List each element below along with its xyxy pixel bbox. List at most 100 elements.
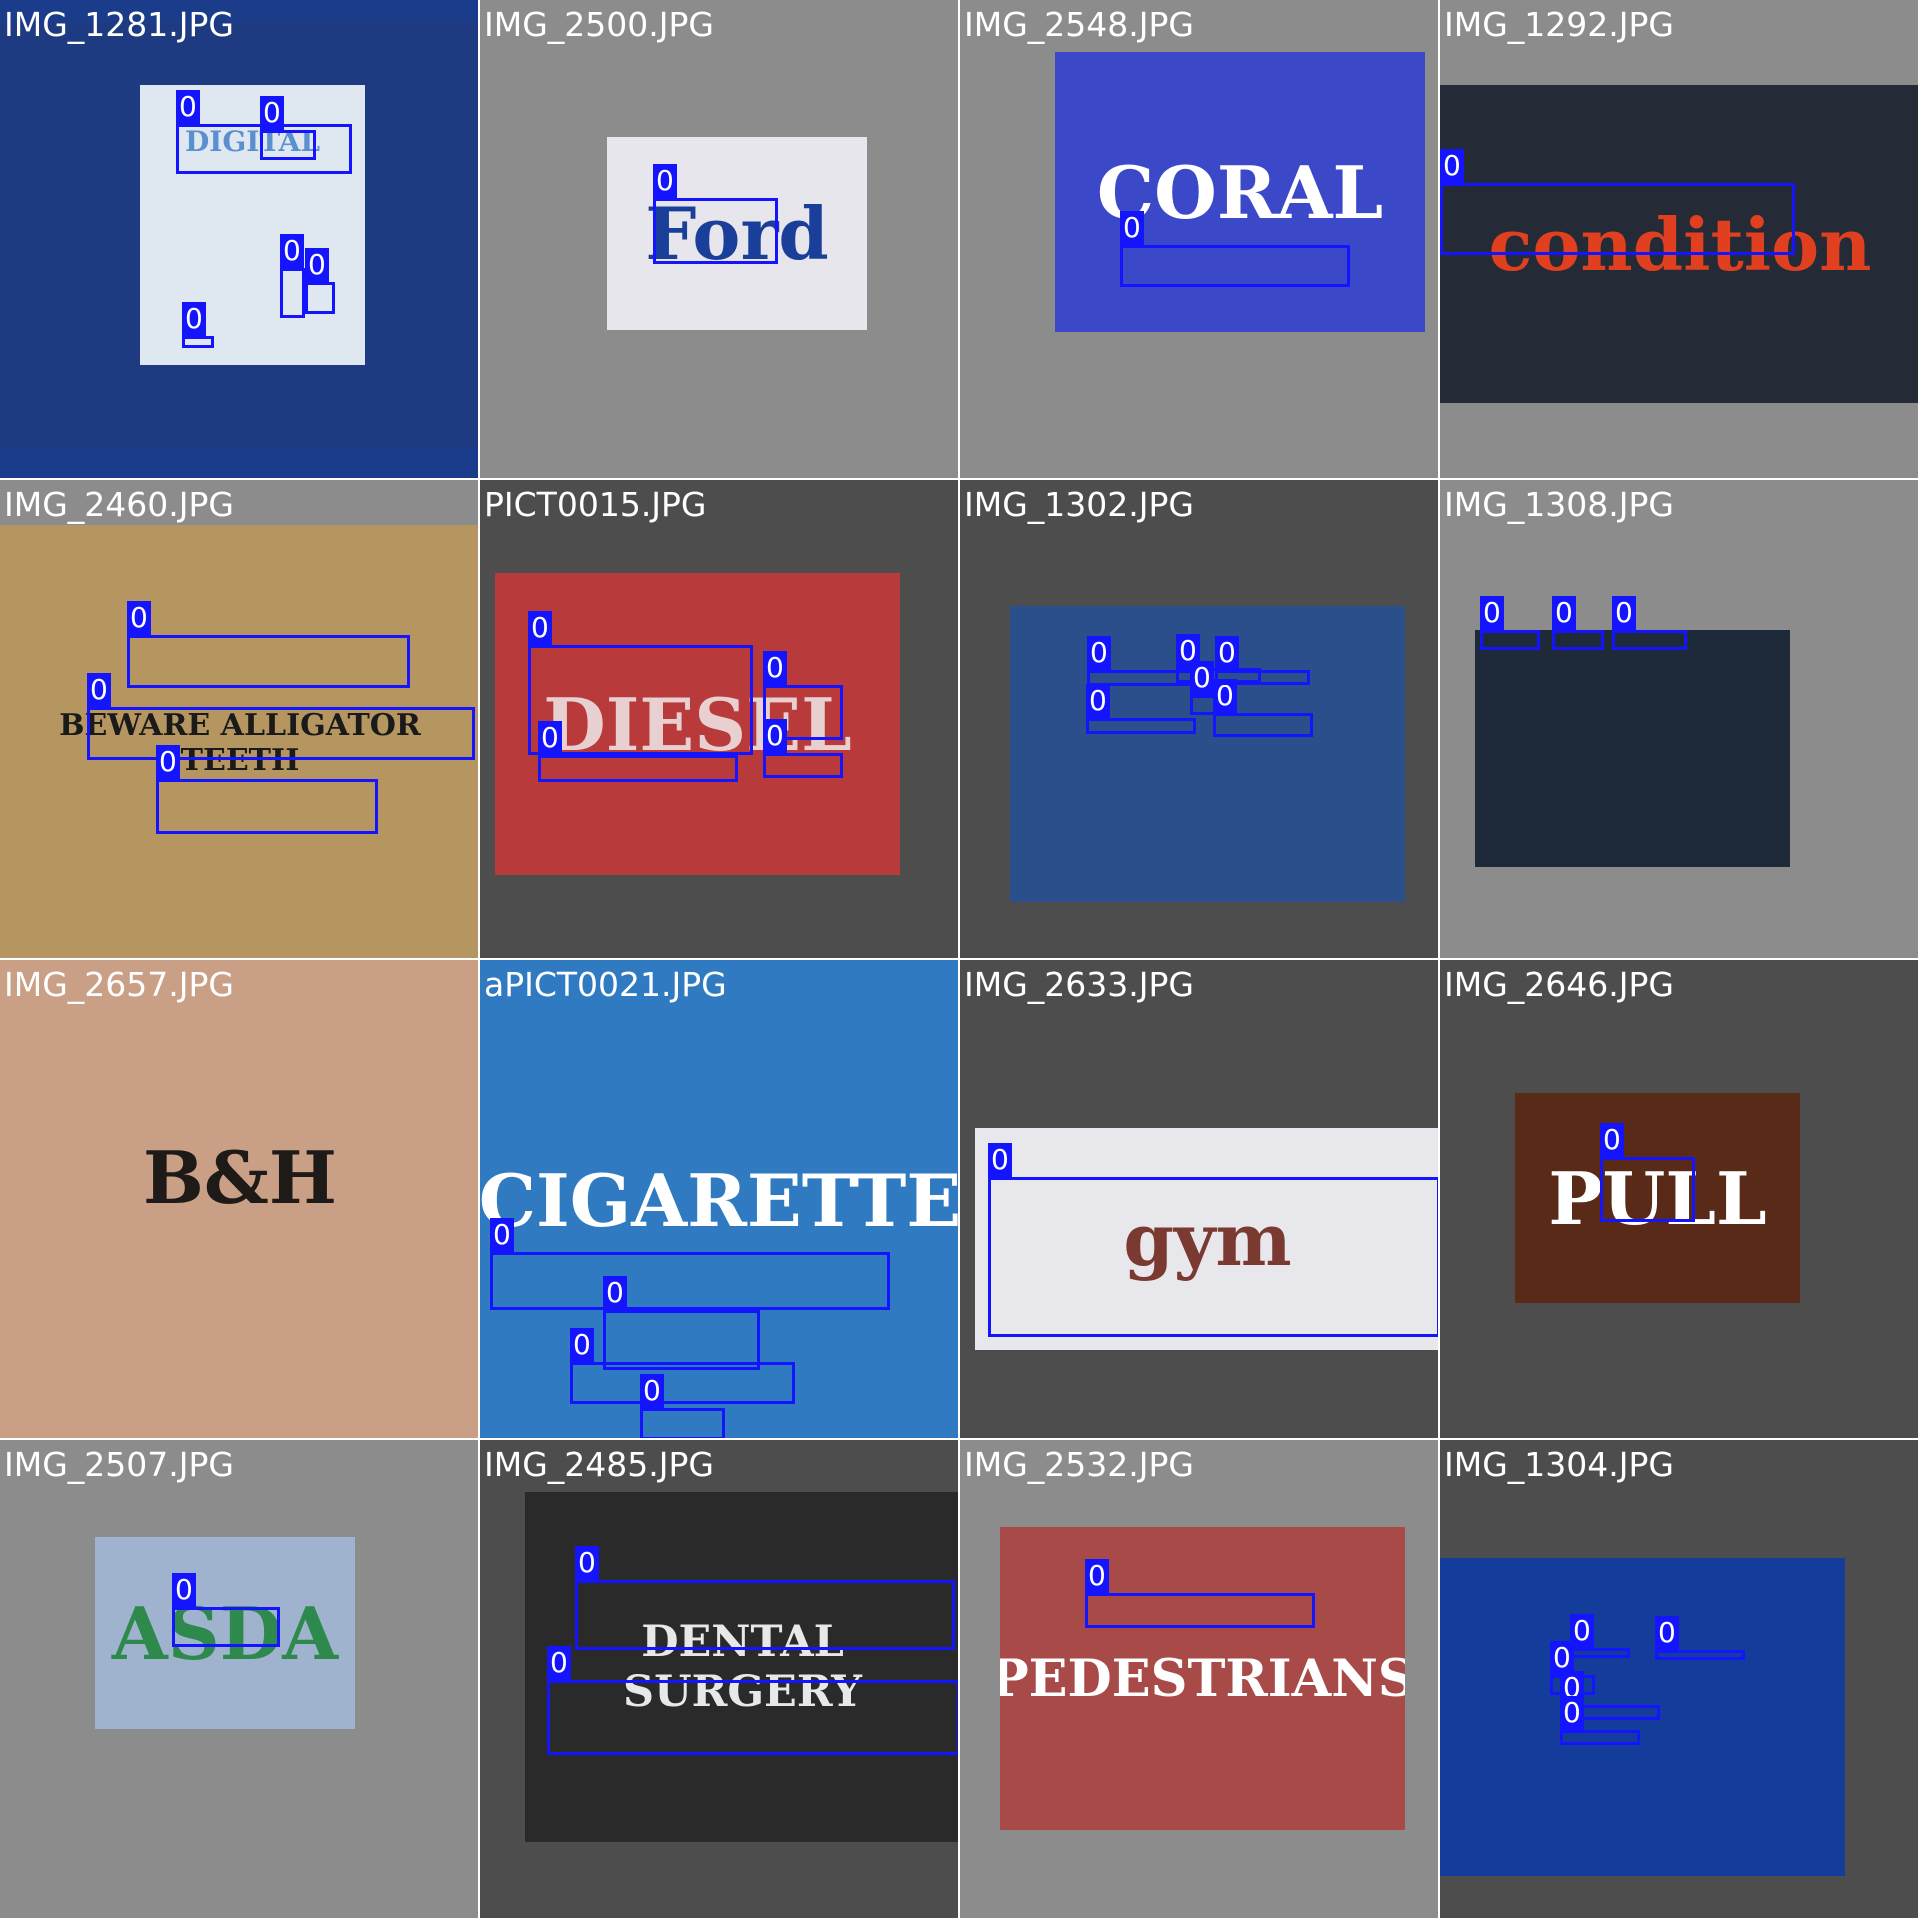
file-name-label: IMG_2633.JPG xyxy=(964,965,1194,1004)
detection-box xyxy=(490,1252,890,1310)
image-tile: condition 0 IMG_1292.JPG xyxy=(1440,0,1918,478)
detection-label: 0 xyxy=(127,601,151,635)
image-tile: CORAL 0 IMG_2548.JPG xyxy=(960,0,1438,478)
detection-label: 0 xyxy=(640,1374,664,1408)
image-tile: BEWARE ALLIGATOR TEETH 0 0 0 IMG_2460.JPG xyxy=(0,480,478,958)
detection-box xyxy=(538,755,738,782)
file-name-label: IMG_1302.JPG xyxy=(964,485,1194,524)
detection-label: 0 xyxy=(156,745,180,779)
detection-box xyxy=(640,1408,725,1438)
detection-label: 0 xyxy=(1480,596,1504,630)
detection-box xyxy=(528,645,753,755)
file-name-label: PICT0015.JPG xyxy=(484,485,707,524)
detection-label: 0 xyxy=(1176,634,1200,668)
file-name-label: IMG_1308.JPG xyxy=(1444,485,1674,524)
photo: CORAL xyxy=(1055,52,1425,332)
detection-box xyxy=(1552,630,1604,650)
photo-text: PULL xyxy=(1548,1155,1767,1241)
detection-box xyxy=(156,779,378,834)
detection-box xyxy=(575,1580,955,1650)
photo: BEWARE ALLIGATOR TEETH xyxy=(0,525,478,958)
photo: condition xyxy=(1440,85,1918,403)
image-tile: B&H IMG_2657.JPG xyxy=(0,960,478,1438)
detection-label: 0 xyxy=(763,719,787,753)
detection-label: 0 xyxy=(575,1546,599,1580)
image-tile: DENTAL SURGERY 0 0 IMG_2485.JPG xyxy=(480,1440,958,1918)
photo: gym xyxy=(975,1128,1438,1350)
file-name-label: IMG_1281.JPG xyxy=(4,5,234,44)
image-tile: Ford 0 IMG_2500.JPG xyxy=(480,0,958,478)
image-tile: PEDESTRIANS 0 IMG_2532.JPG xyxy=(960,1440,1438,1918)
image-tile: CIGARETTE 0 0 0 0 aPICT0021.JPG xyxy=(480,960,958,1438)
detection-box xyxy=(988,1177,1438,1337)
photo: DIESEL xyxy=(495,573,900,875)
file-name-label: IMG_2532.JPG xyxy=(964,1445,1194,1484)
file-name-label: IMG_2646.JPG xyxy=(1444,965,1674,1004)
file-name-label: IMG_1304.JPG xyxy=(1444,1445,1674,1484)
photo-text: ASDA xyxy=(111,1590,339,1676)
detection-box xyxy=(1215,670,1310,685)
file-name-label: IMG_2500.JPG xyxy=(484,5,714,44)
detection-label: 0 xyxy=(1190,661,1214,695)
detection-label: 0 xyxy=(172,1573,196,1607)
detection-label: 0 xyxy=(1215,636,1239,670)
image-tile: 0 0 0 0 0 0 IMG_1302.JPG xyxy=(960,480,1438,958)
detection-label: 0 xyxy=(176,90,200,124)
photo: Ford xyxy=(607,137,867,330)
detection-box xyxy=(763,685,843,740)
photo: B&H xyxy=(0,960,478,1395)
detection-box xyxy=(570,1362,795,1404)
detection-label: 0 xyxy=(1120,211,1144,245)
detection-label: 0 xyxy=(87,673,111,707)
image-tile: ASDA 0 IMG_2507.JPG xyxy=(0,1440,478,1918)
detection-label: 0 xyxy=(988,1143,1012,1177)
detection-label: 0 xyxy=(1600,1123,1624,1157)
detection-label: 0 xyxy=(182,302,206,336)
photo xyxy=(1475,630,1790,867)
detection-box xyxy=(1086,718,1196,734)
detection-label: 0 xyxy=(1087,636,1111,670)
photo: PULL xyxy=(1515,1093,1800,1303)
photo: ASDA xyxy=(95,1537,355,1729)
photo: CIGARETTE xyxy=(480,960,958,1438)
detection-box xyxy=(603,1310,760,1370)
photo-text: B&H xyxy=(143,1135,337,1220)
detection-box xyxy=(172,1607,280,1647)
detection-box xyxy=(182,336,214,348)
detection-label: 0 xyxy=(538,721,562,755)
detection-box xyxy=(1570,1648,1630,1658)
image-tile: 0 0 0 IMG_1308.JPG xyxy=(1440,480,1918,958)
detection-box xyxy=(1480,630,1540,650)
detection-box xyxy=(1120,245,1350,287)
image-tile: gym 0 IMG_2633.JPG xyxy=(960,960,1438,1438)
detection-label: 0 xyxy=(1655,1616,1679,1650)
file-name-label: IMG_2460.JPG xyxy=(4,485,234,524)
file-name-label: IMG_2507.JPG xyxy=(4,1445,234,1484)
photo-text: condition xyxy=(1488,201,1872,287)
detection-box xyxy=(87,707,475,760)
detection-label: 0 xyxy=(763,651,787,685)
detection-label: 0 xyxy=(280,234,304,268)
file-name-label: IMG_2657.JPG xyxy=(4,965,234,1004)
detection-label: 0 xyxy=(653,164,677,198)
photo-text: BEWARE ALLIGATOR TEETH xyxy=(59,707,421,778)
photo-text: gym xyxy=(1123,1196,1292,1282)
detection-label: 0 xyxy=(1612,596,1636,630)
detection-box xyxy=(1655,1650,1745,1660)
detection-label: 0 xyxy=(603,1276,627,1310)
file-name-label: IMG_2548.JPG xyxy=(964,5,1194,44)
file-name-label: IMG_1292.JPG xyxy=(1444,5,1674,44)
detection-label: 0 xyxy=(1085,1559,1109,1593)
detection-box xyxy=(280,268,305,318)
detection-label: 0 xyxy=(570,1328,594,1362)
photo xyxy=(1010,606,1405,902)
detection-label: 0 xyxy=(260,96,284,130)
photo-text: PEDESTRIANS xyxy=(1000,1648,1405,1709)
detection-label: 0 xyxy=(1560,1696,1584,1730)
detection-box xyxy=(653,198,778,264)
detection-label: 0 xyxy=(528,611,552,645)
detection-label: 0 xyxy=(490,1218,514,1252)
detection-box xyxy=(1213,713,1313,737)
photo: PEDESTRIANS xyxy=(1000,1527,1405,1830)
